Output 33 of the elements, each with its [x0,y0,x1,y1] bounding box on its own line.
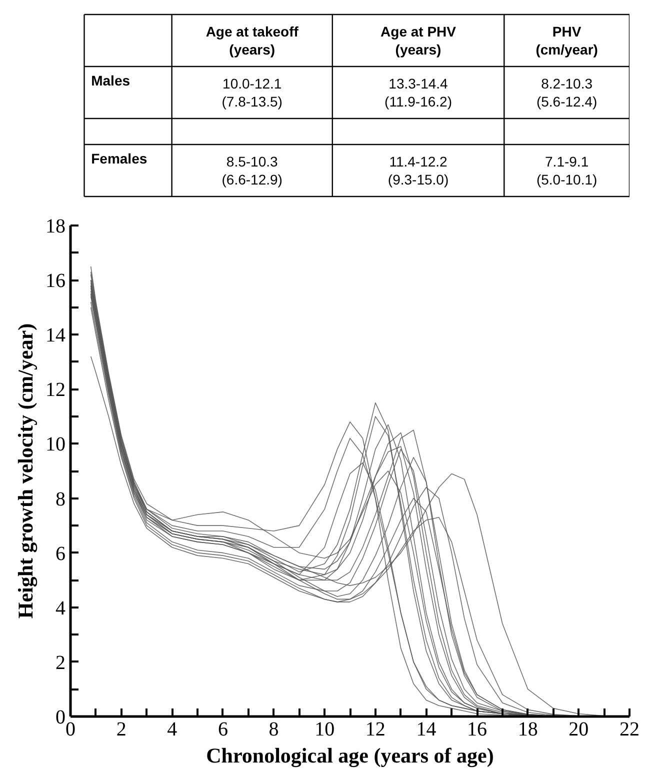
y-tick-label: 12 [46,379,66,402]
x-tick-label: 22 [620,718,640,740]
y-tick-label: 6 [56,542,66,565]
y-tick-label: 8 [56,488,66,510]
text: 11.4-12.2 (9.3-15.0) [388,154,449,188]
text: 8.2-10.3 (5.6-12.4) [536,76,598,110]
y-tick-label: 18 [46,216,66,238]
x-tick-label: 2 [116,718,126,740]
category-label: Females [91,150,148,166]
x-tick-label: 18 [518,718,538,740]
text: 7.1-9.1 (5.0-10.1) [536,154,598,188]
text: 13.3-14.4 (11.9-16.2) [384,76,452,110]
y-tick-label: 14 [46,324,66,347]
x-axis-title: Chronological age (years of age) [206,744,494,768]
x-tick-label: 16 [467,718,488,740]
category-label: Age at PHV (years) [380,24,457,58]
x-tick-label: 4 [167,718,178,740]
y-tick-label: 2 [56,652,66,674]
x-tick-label: 8 [268,718,279,740]
category-label: Males [91,72,130,88]
category-label: Age at takeoff (years) [206,24,299,58]
y-axis-title: Height growth velocity (cm/year) [14,323,38,619]
x-tick-label: 14 [416,718,436,740]
y-tick-label: 16 [46,270,66,292]
x-tick-label: 12 [365,718,386,740]
y-tick-label: 10 [46,434,66,456]
text: 8.5-10.3 (6.6-12.9) [222,154,282,188]
x-tick-label: 10 [314,718,335,740]
x-tick-label: 6 [218,718,228,740]
category-label: PHV (cm/year) [536,24,598,58]
x-tick-label: 20 [568,718,589,740]
y-tick-label: 4 [56,597,66,620]
text: 10.0-12.1 (7.8-13.5) [222,76,282,110]
